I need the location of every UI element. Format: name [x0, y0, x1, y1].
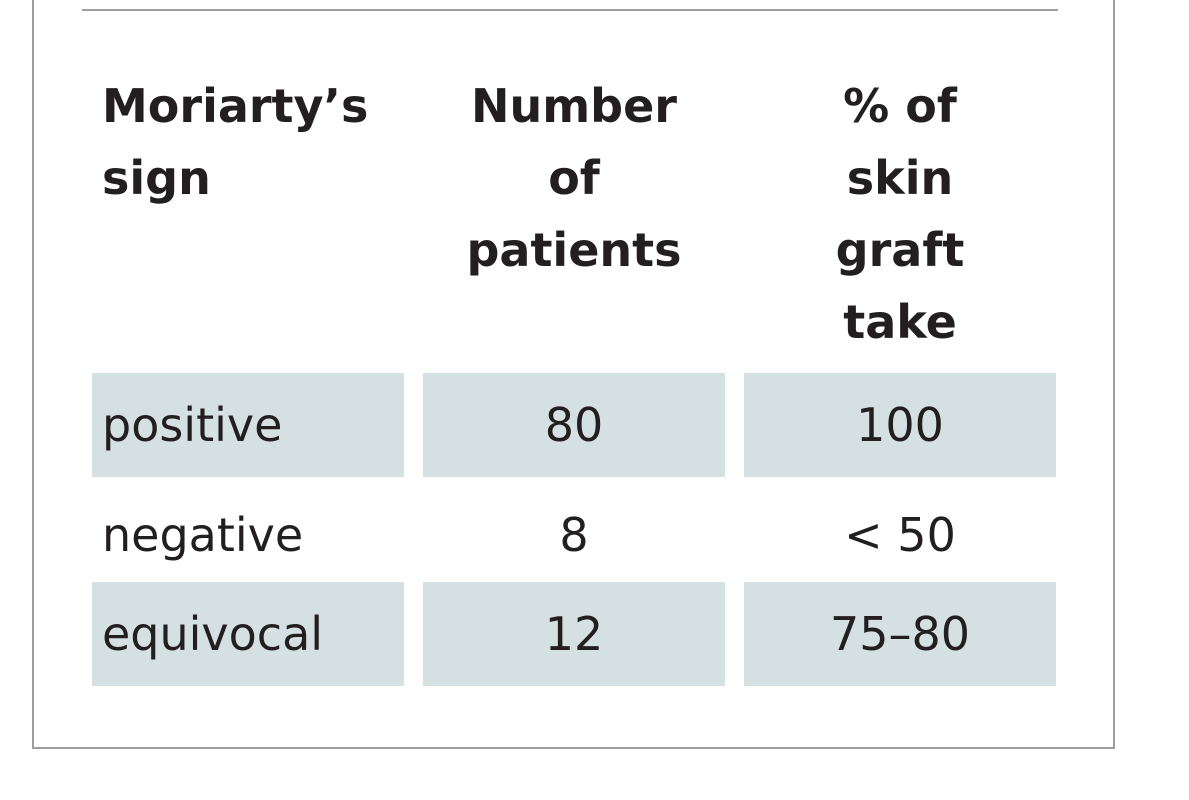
- table-cell: 80: [423, 373, 725, 477]
- table-header-row: Moriarty’s sign Number of patients % of …: [92, 70, 1056, 370]
- header-moriartys-sign: Moriarty’s sign: [102, 79, 369, 205]
- table-row: negative 8 < 50: [92, 483, 1056, 587]
- table-cell: 12: [423, 582, 725, 686]
- table-cell: positive: [92, 373, 404, 477]
- table-cell: equivocal: [92, 582, 404, 686]
- table-row: equivocal 12 75–80: [92, 582, 1056, 686]
- table-cell: < 50: [844, 508, 956, 562]
- table-row: positive 80 100: [92, 373, 1056, 477]
- table-cell: 75–80: [744, 582, 1056, 686]
- table-cell: negative: [102, 508, 304, 562]
- header-percent-skin-graft-take: % of skin graft take: [835, 79, 965, 349]
- header-number-of-patients: Number of patients: [466, 79, 682, 277]
- table-cell: 100: [744, 373, 1056, 477]
- table-cell: 8: [559, 508, 589, 562]
- top-divider: [82, 9, 1058, 11]
- table-frame: [32, 0, 1115, 749]
